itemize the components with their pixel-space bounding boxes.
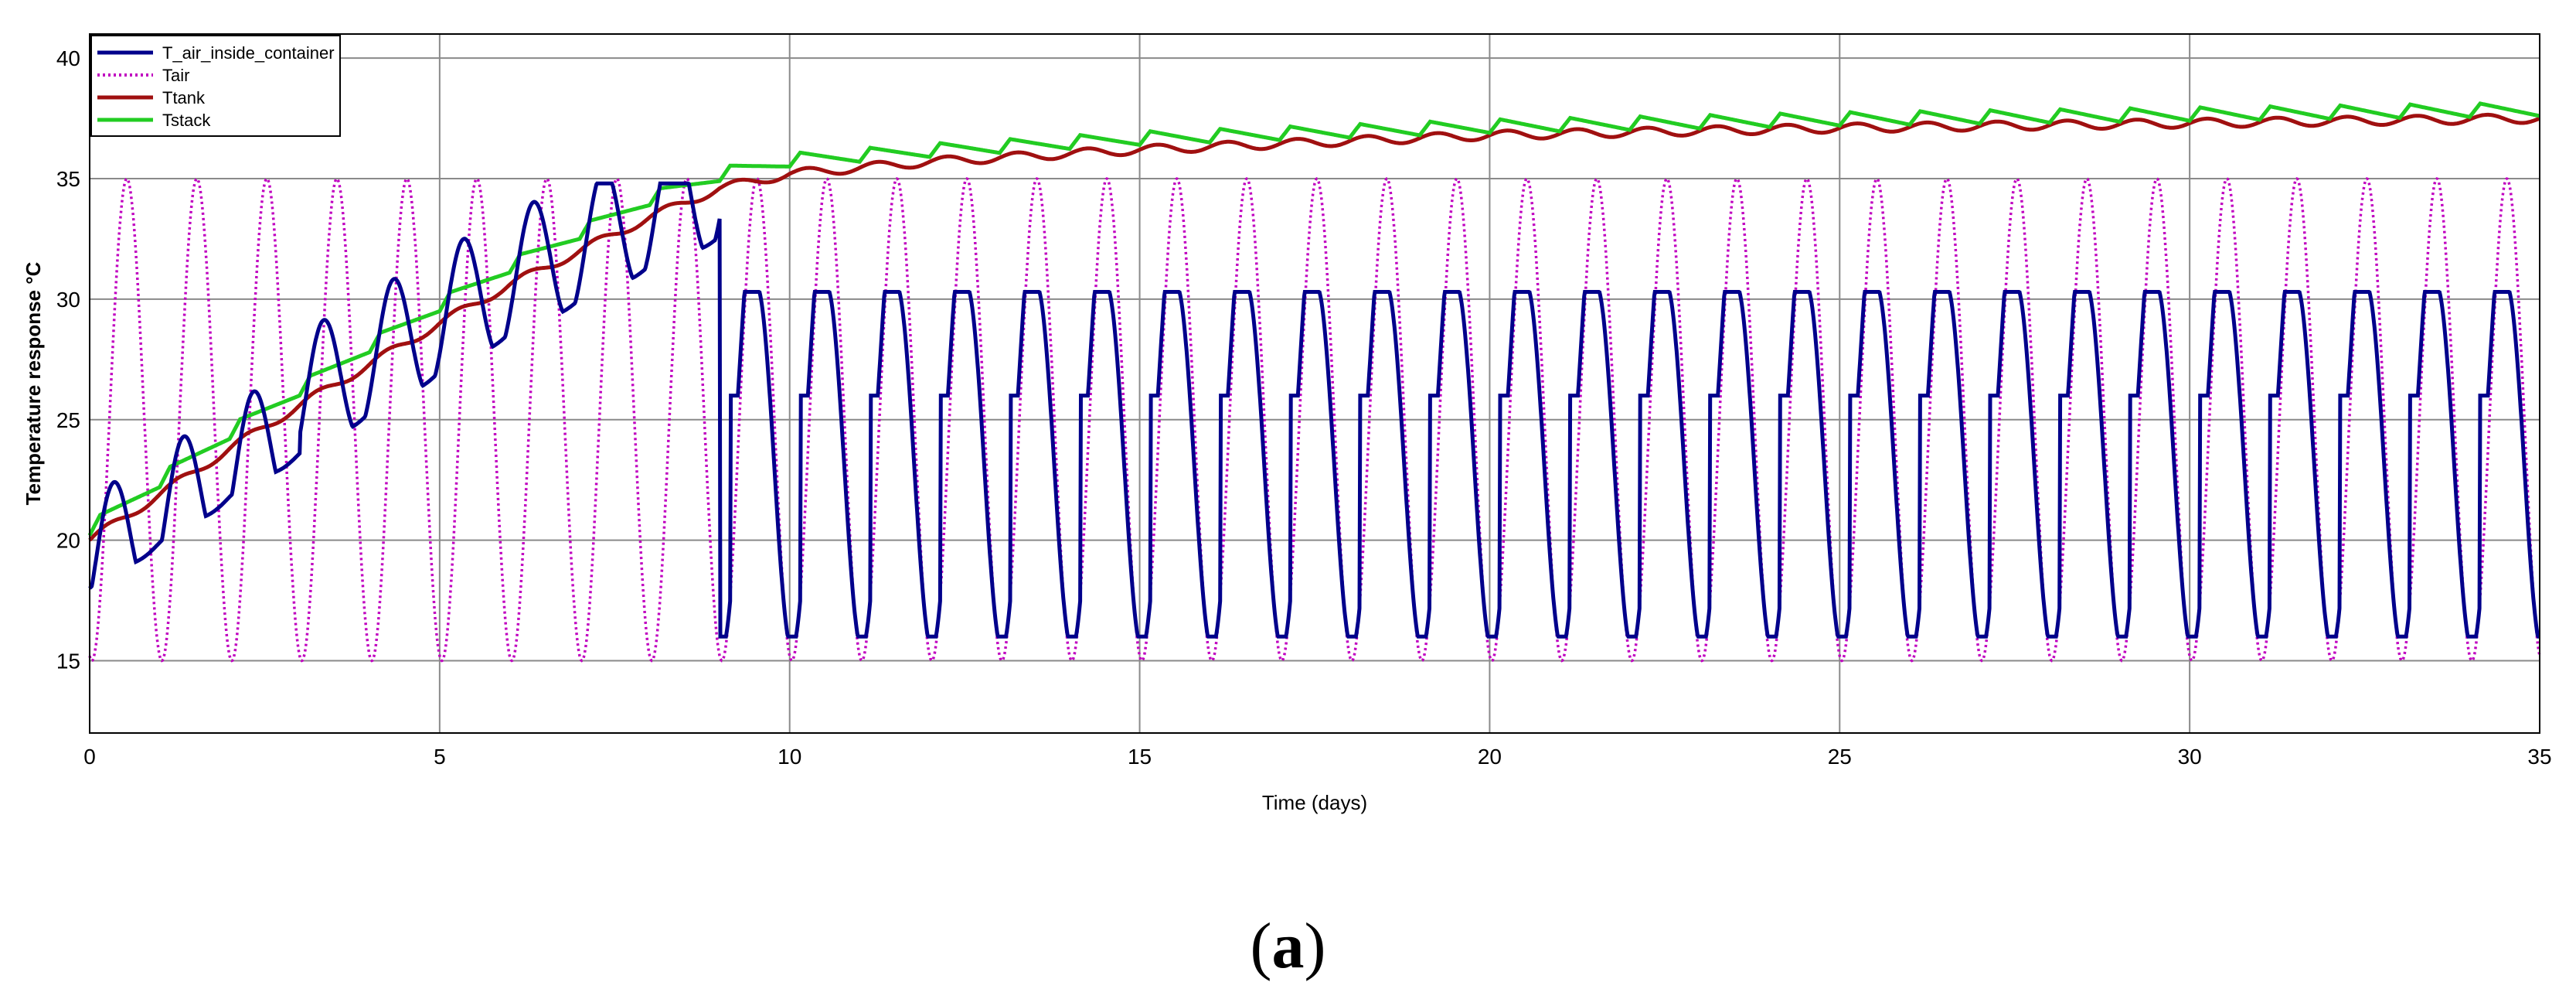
x-tick-label: 5 [434,745,446,769]
x-tick-label: 20 [1478,745,1502,769]
x-tick-label: 15 [1128,745,1152,769]
series-line-tair [88,177,2541,663]
y-tick-label: 30 [56,288,80,312]
y-tick-label: 40 [56,46,80,70]
figure-caption: (a) [0,909,2576,984]
y-tick-label: 25 [56,408,80,432]
y-tick-label: 35 [56,167,80,191]
y-tick-label: 20 [56,529,80,553]
x-tick-label: 25 [1828,745,1852,769]
series-line-t-air-inside-container [88,181,2540,639]
legend-entry-label: T_air_inside_container [162,43,335,63]
series-group [87,101,2541,663]
plot-frame [89,33,2540,734]
legend: T_air_inside_container Tair Ttank Tstack [90,35,341,137]
plot-area [90,34,2540,733]
x-tick-label: 30 [2178,745,2202,769]
caption-letter: a [1271,910,1305,982]
series-line-tstack [87,101,2540,537]
axis-ticks: 0 5 10 15 20 25 30 35 15 20 25 30 35 40 [56,46,2552,769]
caption-close: ) [1304,910,1326,982]
y-axis-label: Temperature response °C [22,261,45,505]
legend-entry-label: Tstack [162,111,211,130]
series-line-ttank [88,112,2541,542]
legend-entry-label: Ttank [162,88,206,107]
legend-entry-label: Tair [162,66,189,85]
x-tick-label: 0 [83,745,96,769]
caption-open: ( [1250,910,1272,982]
x-tick-label: 10 [778,745,801,769]
y-tick-label: 15 [56,649,80,673]
x-tick-label: 35 [2527,745,2551,769]
x-axis-label: Time (days) [1262,791,1367,814]
